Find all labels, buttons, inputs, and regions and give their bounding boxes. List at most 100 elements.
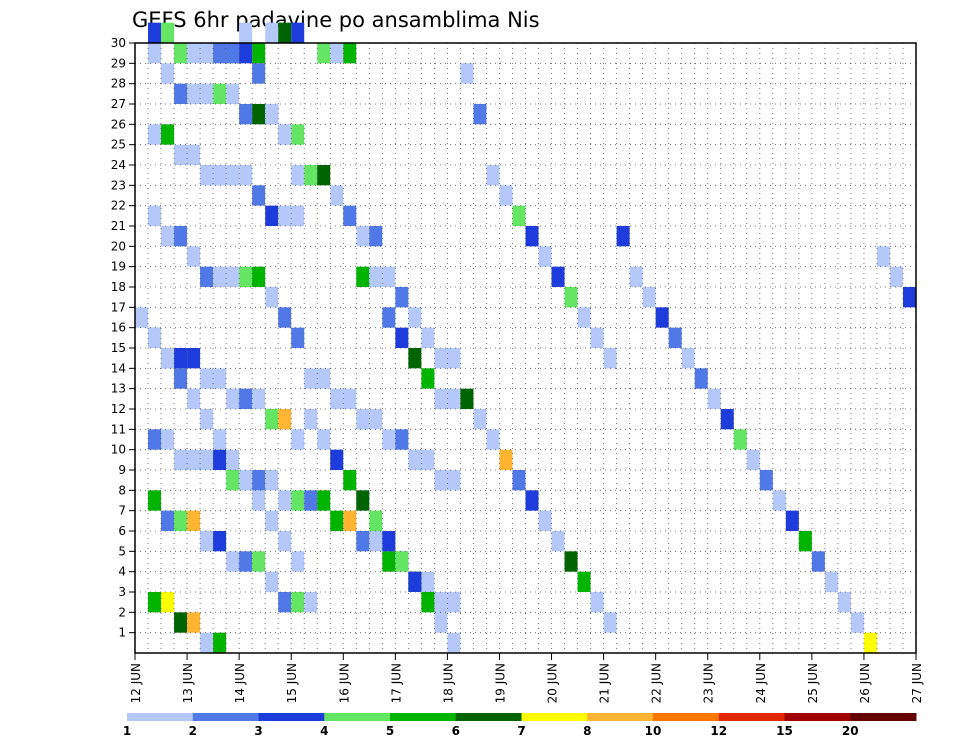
heatmap-cell [213,368,227,389]
heatmap-cell [161,348,175,369]
heatmap-cell [330,449,344,470]
heatmap-cell [538,246,552,267]
colorbar-label: 15 [776,724,793,738]
y-tick-label: 27 [111,97,126,111]
heatmap-cell [200,449,214,470]
heatmap-cell [434,470,448,491]
heatmap-cell [512,205,526,226]
colorbar-label: 8 [583,724,591,738]
heatmap-cell [447,348,461,369]
heatmap-cell [239,22,253,43]
heatmap-cell [304,490,318,511]
heatmap-cell [369,531,383,552]
colorbar-swatch [455,713,522,721]
heatmap-cell [278,409,292,430]
heatmap-cell [161,510,175,531]
heatmap-cell [174,510,188,531]
colorbar-label: 4 [320,724,328,738]
heatmap-cell [213,165,227,186]
heatmap-cell [278,205,292,226]
heatmap-cell [278,22,292,43]
heatmap-cell [772,490,786,511]
x-tick-label: 16 JUN [337,663,351,703]
y-tick-label: 26 [111,117,126,131]
heatmap-cell [148,205,162,226]
heatmap-cell [291,490,305,511]
heatmap-cell [369,409,383,430]
heatmap-cell [655,307,669,328]
heatmap-cell [343,205,357,226]
heatmap-cell [421,449,435,470]
heatmap-cell [174,83,188,104]
colorbar-swatch [521,713,588,721]
y-tick-label: 4 [118,565,126,579]
y-tick-label: 7 [118,504,126,518]
heatmap-cell [148,124,162,145]
y-tick-label: 30 [111,36,126,50]
x-axis: 12 JUN 13 JUN 14 JUN 15 JUN 16 JUN 17 JUN 18 J… [129,653,924,703]
y-tick-label: 29 [111,56,126,70]
y-tick-label: 22 [111,199,126,213]
heatmap-cell [265,571,279,592]
heatmap-cell [148,490,162,511]
heatmap-cell [863,632,877,653]
heatmap-cell [421,368,435,389]
x-tick-label: 27 JUN [910,663,924,703]
y-tick-label: 13 [111,382,126,396]
heatmap-cell [226,388,240,409]
heatmap-cell [447,470,461,491]
grid-lines [135,42,916,653]
heatmap-cell [590,592,604,613]
heatmap-cell [226,43,240,64]
heatmap-cell [239,551,253,572]
heatmap-cell [382,266,396,287]
y-tick-label: 6 [118,524,126,538]
heatmap-cell [226,551,240,572]
heatmap-cell [252,185,266,206]
heatmap-cell [239,43,253,64]
heatmap-cell [902,287,916,308]
heatmap-cell [148,327,162,348]
heatmap-cell [239,266,253,287]
heatmap-cell [291,327,305,348]
heatmap-cell [278,490,292,511]
y-tick-label: 1 [118,626,126,640]
y-axis: 1234567891011121314151617181920212223242… [111,36,135,640]
heatmap-cell [187,449,201,470]
y-tick-label: 28 [111,77,126,91]
heatmap-cell [499,185,513,206]
heatmap-cell [343,470,357,491]
heatmap-cell [291,165,305,186]
heatmap-cell [187,612,201,633]
heatmap-cell [850,612,864,633]
heatmap-cell [395,287,409,308]
heatmap-cell [356,409,370,430]
heatmap-cell [187,510,201,531]
heatmap-cell [707,388,721,409]
heatmap-cell [304,409,318,430]
heatmap-cell [486,165,500,186]
heatmap-cell [148,22,162,43]
heatmap-cell [499,449,513,470]
heatmap-cell [369,266,383,287]
heatmap-cell [200,83,214,104]
colorbar-swatch [192,713,259,721]
heatmap-cell [304,592,318,613]
heatmap-cell [408,449,422,470]
colorbar-swatch [653,713,720,721]
heatmap-cell [642,287,656,308]
y-tick-label: 12 [111,402,126,416]
chart-title: GEFS 6hr padavine po ansamblima Nis [132,8,540,32]
heatmap-cell [174,348,188,369]
colorbar-swatch [127,713,194,721]
heatmap-cell [447,388,461,409]
heatmap-cell [252,43,266,64]
heatmap-cell [252,551,266,572]
heatmap-cell [746,449,760,470]
heatmap-cell [720,409,734,430]
heatmap-cell [356,490,370,511]
heatmap-cell [213,266,227,287]
heatmap-cell [876,246,890,267]
heatmap-cell [395,551,409,572]
y-tick-label: 24 [111,158,126,172]
